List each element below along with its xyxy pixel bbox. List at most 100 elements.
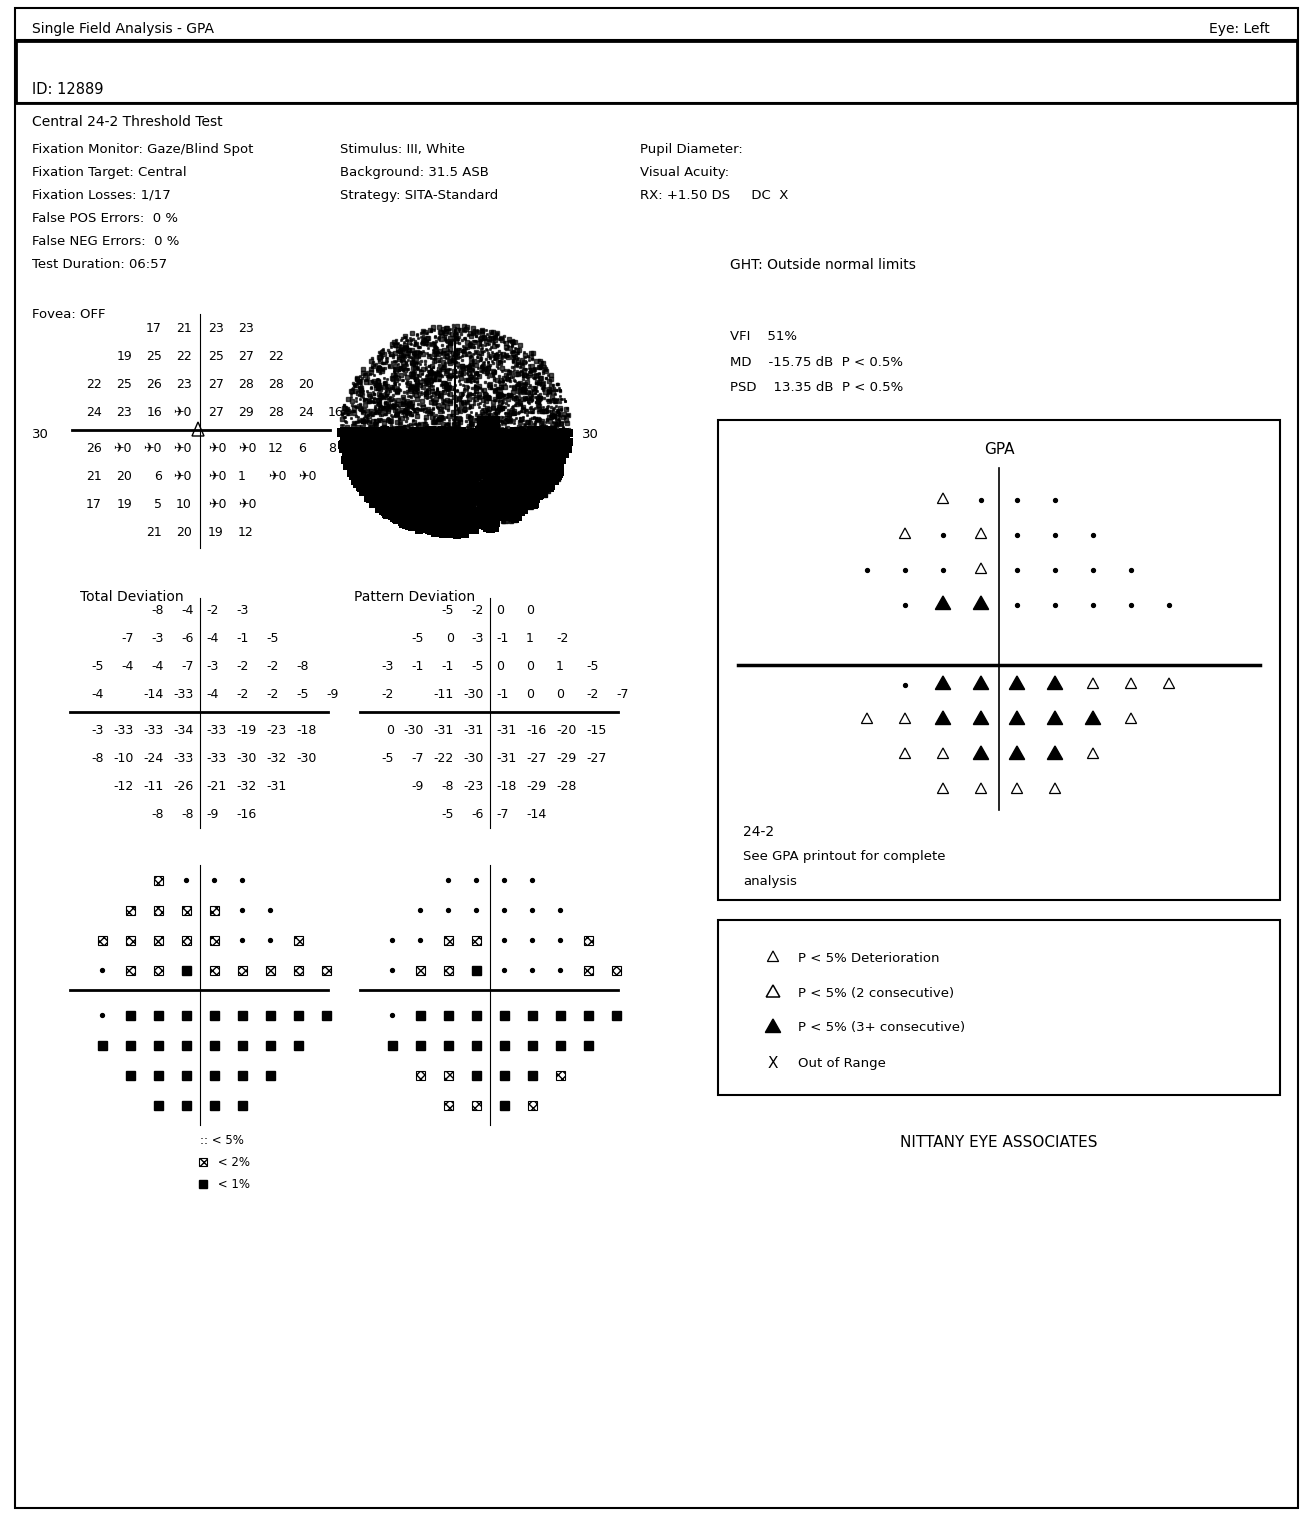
Text: -11: -11 <box>433 687 454 701</box>
Text: 25: 25 <box>116 377 133 391</box>
Text: 21: 21 <box>176 322 192 334</box>
Text: -33: -33 <box>173 751 194 765</box>
Text: -2: -2 <box>236 687 248 701</box>
Text: P < 5% Deterioration: P < 5% Deterioration <box>798 952 940 965</box>
Text: ✈0: ✈0 <box>143 441 161 454</box>
Bar <box>415 1011 424 1020</box>
Text: 24-2: 24-2 <box>743 825 775 839</box>
Bar <box>415 965 424 974</box>
Bar <box>444 1100 453 1110</box>
Text: ✈0: ✈0 <box>207 441 227 454</box>
Text: -8: -8 <box>151 807 164 821</box>
Bar <box>238 1070 247 1079</box>
Bar <box>444 935 453 944</box>
Text: -4: -4 <box>151 660 164 672</box>
Text: -27: -27 <box>527 751 546 765</box>
Text: 27: 27 <box>207 377 225 391</box>
Text: -31: -31 <box>463 724 484 737</box>
Bar <box>181 965 190 974</box>
Text: Visual Acuity:: Visual Acuity: <box>639 166 729 179</box>
Text: 10: 10 <box>176 497 192 511</box>
Text: analysis: analysis <box>743 876 797 888</box>
Text: -31: -31 <box>496 724 516 737</box>
Text: -34: -34 <box>173 724 194 737</box>
Text: -5: -5 <box>295 687 309 701</box>
Text: -33: -33 <box>206 751 226 765</box>
Bar <box>265 1011 274 1020</box>
Bar <box>97 935 106 944</box>
Bar <box>612 1011 621 1020</box>
Text: -2: -2 <box>382 687 394 701</box>
Text: 28: 28 <box>238 377 253 391</box>
Text: 1: 1 <box>527 631 534 644</box>
Text: 16: 16 <box>328 406 344 418</box>
Polygon shape <box>973 596 989 610</box>
Text: -4: -4 <box>206 687 218 701</box>
Text: 29: 29 <box>238 406 253 418</box>
Text: ✈0: ✈0 <box>298 470 316 482</box>
Text: ✈0: ✈0 <box>113 441 133 454</box>
Text: Fixation Monitor: Gaze/Blind Spot: Fixation Monitor: Gaze/Blind Spot <box>32 143 253 157</box>
Text: -3: -3 <box>236 603 248 617</box>
Text: 23: 23 <box>117 406 133 418</box>
Text: Central 24-2 Threshold Test: Central 24-2 Threshold Test <box>32 116 223 129</box>
Text: -10: -10 <box>114 751 134 765</box>
Text: 12: 12 <box>238 526 253 538</box>
Text: -18: -18 <box>496 780 516 792</box>
Text: Single Field Analysis - GPA: Single Field Analysis - GPA <box>32 21 214 36</box>
Bar <box>238 1100 247 1110</box>
Text: -33: -33 <box>143 724 164 737</box>
Text: -28: -28 <box>555 780 576 792</box>
Bar <box>471 1070 481 1079</box>
Text: 0: 0 <box>446 631 454 644</box>
Bar <box>154 1070 163 1079</box>
Text: ID: 12889: ID: 12889 <box>32 82 104 97</box>
Text: P < 5% (2 consecutive): P < 5% (2 consecutive) <box>798 986 955 1000</box>
Text: < 2%: < 2% <box>214 1155 249 1169</box>
Text: -8: -8 <box>441 780 454 792</box>
Text: -5: -5 <box>382 751 394 765</box>
Text: -4: -4 <box>92 687 104 701</box>
Text: -1: -1 <box>496 631 508 644</box>
Text: -32: -32 <box>236 780 256 792</box>
Bar <box>322 1011 331 1020</box>
Text: 19: 19 <box>207 526 223 538</box>
Text: 12: 12 <box>268 441 284 454</box>
Text: False POS Errors:  0 %: False POS Errors: 0 % <box>32 211 179 225</box>
Bar <box>181 906 190 915</box>
Text: :: < 5%: :: < 5% <box>200 1134 244 1146</box>
Polygon shape <box>973 746 989 760</box>
Text: ✈0: ✈0 <box>268 470 286 482</box>
Text: 21: 21 <box>146 526 161 538</box>
Bar <box>126 1011 134 1020</box>
Polygon shape <box>973 676 989 690</box>
Text: -4: -4 <box>206 631 218 644</box>
Text: 17: 17 <box>87 497 102 511</box>
Text: False NEG Errors:  0 %: False NEG Errors: 0 % <box>32 236 180 248</box>
Polygon shape <box>1010 676 1024 690</box>
Text: 28: 28 <box>268 377 284 391</box>
Text: -5: -5 <box>441 603 454 617</box>
Text: -2: -2 <box>555 631 569 644</box>
Text: -3: -3 <box>92 724 104 737</box>
Bar <box>555 1041 565 1049</box>
Text: -7: -7 <box>181 660 194 672</box>
Text: ✈0: ✈0 <box>207 470 227 482</box>
Text: GPA: GPA <box>983 442 1014 458</box>
Text: Out of Range: Out of Range <box>798 1056 886 1070</box>
Text: -11: -11 <box>143 780 164 792</box>
Text: ✈0: ✈0 <box>238 441 256 454</box>
Text: 0: 0 <box>386 724 394 737</box>
Text: Fixation Target: Central: Fixation Target: Central <box>32 166 186 179</box>
Bar <box>97 1041 106 1049</box>
Text: GHT: Outside normal limits: GHT: Outside normal limits <box>730 258 916 272</box>
Text: -9: -9 <box>326 687 339 701</box>
Bar <box>444 1070 453 1079</box>
Bar <box>555 1070 565 1079</box>
Text: 0: 0 <box>555 687 565 701</box>
Text: -6: -6 <box>471 807 484 821</box>
Text: -2: -2 <box>267 660 278 672</box>
Text: ✈0: ✈0 <box>173 470 192 482</box>
Text: < 1%: < 1% <box>214 1178 249 1190</box>
Bar <box>265 1041 274 1049</box>
